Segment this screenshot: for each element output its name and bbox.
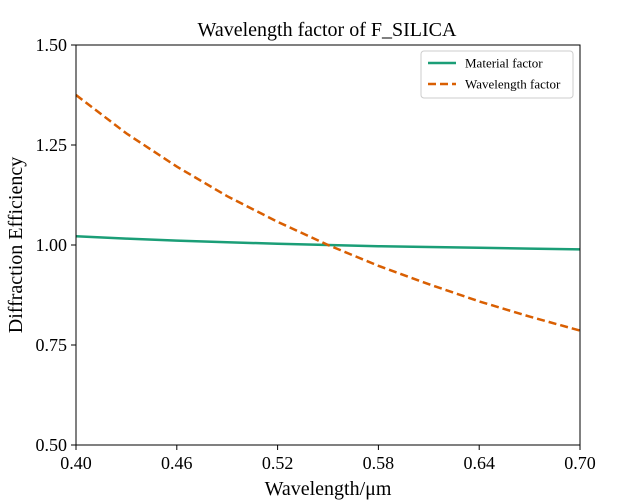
y-tick-label: 1.50	[36, 35, 68, 55]
legend: Material factor Wavelength factor	[420, 50, 574, 99]
x-axis-label: Wavelength/μm	[265, 478, 392, 500]
x-tick-label: 0.70	[564, 453, 596, 473]
legend-label-material: Material factor	[465, 56, 543, 71]
y-tick-label: 1.00	[36, 235, 68, 255]
x-tick-label: 0.40	[60, 453, 92, 473]
y-tick-label: 0.50	[36, 435, 68, 455]
y-tick-label: 1.25	[36, 135, 68, 155]
x-tick-label: 0.58	[363, 453, 395, 473]
legend-label-wavelength: Wavelength factor	[465, 77, 561, 92]
x-tick-label: 0.64	[463, 453, 495, 473]
y-tick-label: 0.75	[36, 335, 68, 355]
chart-title: Wavelength factor of F_SILICA	[198, 19, 457, 41]
series-line-1	[75, 94, 581, 332]
series-layer	[75, 94, 581, 332]
x-tick-label: 0.52	[262, 453, 294, 473]
x-tick-label: 0.46	[161, 453, 193, 473]
y-axis-label: Diffraction Efficiency	[5, 157, 27, 333]
legend-box	[420, 50, 574, 99]
axes-layer: 0.40 0.46 0.52 0.58 0.64 0.70 0.50 0.75 1.00 1.25…	[36, 35, 596, 473]
